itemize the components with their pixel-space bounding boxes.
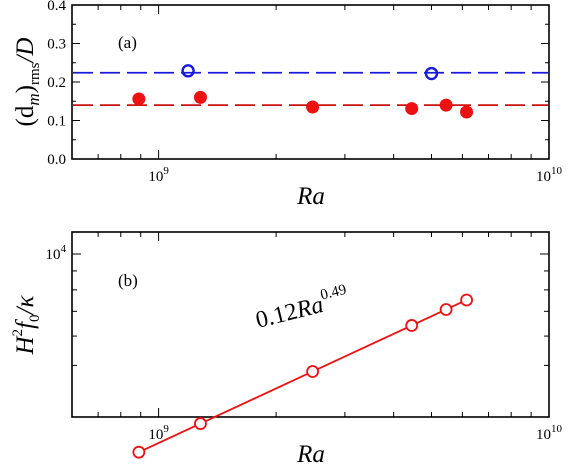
panel-a-points [132,64,474,119]
panel-b-y-H: H [12,334,39,355]
panel-b-fit-exp: 0.49 [319,282,348,304]
panel-a-point-filled [460,105,474,119]
panel-a-point-filled [193,90,207,104]
panel-a-y-tick-label: 0.0 [47,152,66,168]
panel-b-fit-label: 0.12Ra0.49 [252,282,351,334]
panel-b-label: (b) [118,271,138,290]
panel-a-y-tail: /D [12,38,39,65]
panel-a-frame [71,4,550,160]
panel-a-y-tick-label: 0.2 [47,75,66,91]
panel-b-x-tick-label: 109 [148,423,169,443]
panel-a-point-filled [405,102,419,116]
panel-b-fit-var: Ra [293,292,326,324]
panel-a-y-tick-label: 0.3 [47,37,66,53]
panel-a-point-filled [439,98,453,112]
panel-a-point-open [424,66,439,81]
panel-b-y-sup: 2 [10,329,26,337]
panel-a-point-filled [306,100,320,114]
panel-a-label: (a) [118,33,137,52]
panel-a-x-axis-title: Ra [296,183,325,210]
panel-b-fit-coef: 0.12 [253,298,300,333]
panel-a-y-close: ) [12,85,39,93]
panel-a-ticks: 109 1010 0.0 0.1 0.2 0.3 0.4 [47,0,562,185]
panel-a-x-tick-label: 109 [148,165,169,185]
panel-a-y-tick-label: 0.1 [47,114,66,130]
panel-a-reference-lines [73,71,548,106]
panel-a-point-filled [132,92,146,106]
panel-b-point-open [439,303,453,316]
panel-b-point-open [132,445,146,459]
panel-a: 109 1010 0.0 0.1 0.2 0.3 0.4 (a) Ra (dm)rms/D [12,0,563,210]
panel-b-point-open [194,417,207,430]
panel-b-y-tick-label: 104 [46,243,67,263]
panel-b-frame [71,231,550,418]
panel-b-point-open [460,293,473,307]
panel-b-y-f: f [12,319,39,329]
panel-b-y-tail: /κ [12,295,39,317]
panel-b-y-sub: 0 [27,314,43,322]
panel-b-points [132,293,473,459]
panel-b-ticks: 109 1010 104 [46,232,563,443]
panel-a-y-sub2: rms [27,62,43,85]
panel-a-y-sub1: m [24,93,43,105]
panel-a-x-tick-label: 1010 [536,165,563,185]
panel-a-y-tick-label: 0.4 [47,0,66,14]
panel-b-x-tick-label: 1010 [536,423,563,443]
panel-a-point-open [181,64,195,78]
panel-b-point-open [405,319,419,332]
panel-a-y-axis-title: (dm)rms/D [12,38,43,127]
panel-a-y-open: (d [12,105,39,126]
panel-b-point-open [306,365,319,378]
panel-b-x-axis-title: Ra [296,441,325,468]
panel-b-y-axis-title: H2f0/κ [10,295,43,356]
